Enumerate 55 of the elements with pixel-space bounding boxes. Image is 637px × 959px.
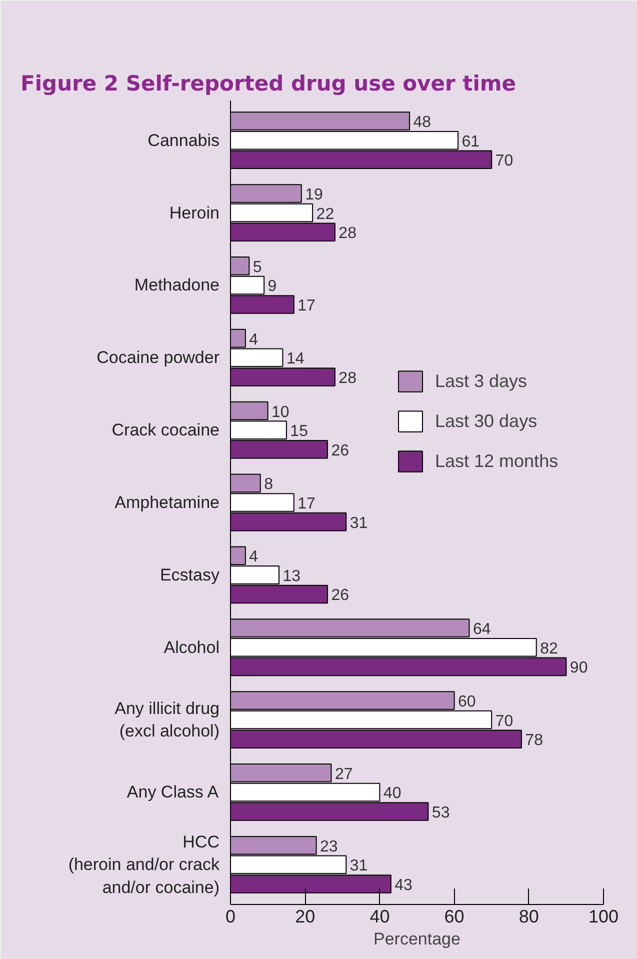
y-tick-label: Amphetamine [114,493,220,512]
y-tick-label: Crack cocaine [112,420,220,440]
y-tick-label: Any illicit drug (excl alcohol) [114,698,220,741]
x-tick-label: 20 [295,906,316,926]
data-label: 61 [462,133,480,150]
data-label: 90 [570,660,588,677]
data-label: 26 [331,587,350,604]
data-label: 10 [272,404,290,421]
data-label: 40 [383,785,402,802]
data-label: 60 [458,693,476,710]
data-label: 4 [249,331,258,348]
data-label: 17 [298,496,316,512]
data-label: 13 [282,568,301,585]
data-label: 27 [334,766,353,783]
x-axis-title: Percentage [374,930,460,948]
y-tick-label: Methadone [134,276,220,295]
data-label: 53 [432,804,450,822]
data-label: 43 [394,876,413,894]
data-label: 28 [338,370,357,387]
data-label: 17 [298,298,316,315]
data-label: 28 [338,225,357,242]
data-label: 70 [495,712,514,730]
chart-title: Figure 2 Self-reported drug use over time [20,72,516,96]
y-tick-label: Cannabis [148,130,220,150]
data-label: 15 [290,423,308,440]
y-tick-label: Any Class A [126,782,220,802]
data-label: 23 [320,838,338,856]
x-tick-label: 100 [588,906,619,926]
data-label: 70 [495,152,514,170]
data-label: 64 [472,621,491,638]
x-tick-label: 0 [225,906,236,926]
data-label: 9 [268,278,277,296]
y-tick-label: Alcohol [164,638,220,657]
x-tick-label: 80 [518,906,539,926]
data-label: 31 [350,858,368,875]
data-label: 14 [286,350,304,368]
data-label: 8 [264,476,274,494]
data-label: 5 [252,258,262,276]
data-label: 82 [540,640,558,658]
legend-label: Last 12 months [435,450,558,472]
data-label: 22 [316,206,334,223]
data-label: 48 [413,114,432,132]
x-tick-label: 60 [444,906,464,926]
y-tick-label: HCC (heroin and/or crack and/or cocaine) [68,832,220,897]
y-tick-label: Heroin [169,203,220,222]
data-label: 26 [331,442,350,460]
data-label: 78 [525,732,544,750]
y-tick-label: Cocaine powder [96,348,220,368]
data-label: 4 [249,548,258,566]
legend-label: Last 30 days [435,410,538,432]
data-label: 19 [305,186,323,204]
x-tick-label: 40 [370,906,390,926]
legend-label: Last 3 days [435,370,528,392]
y-tick-label: Ecstasy [160,565,220,584]
data-label: 31 [350,514,368,532]
